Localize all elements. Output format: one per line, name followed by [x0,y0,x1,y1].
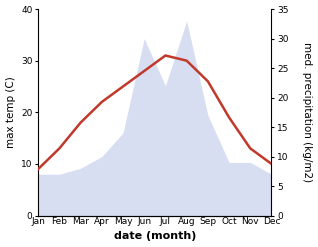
Y-axis label: max temp (C): max temp (C) [5,76,16,148]
Y-axis label: med. precipitation (kg/m2): med. precipitation (kg/m2) [302,42,313,182]
X-axis label: date (month): date (month) [114,231,196,242]
